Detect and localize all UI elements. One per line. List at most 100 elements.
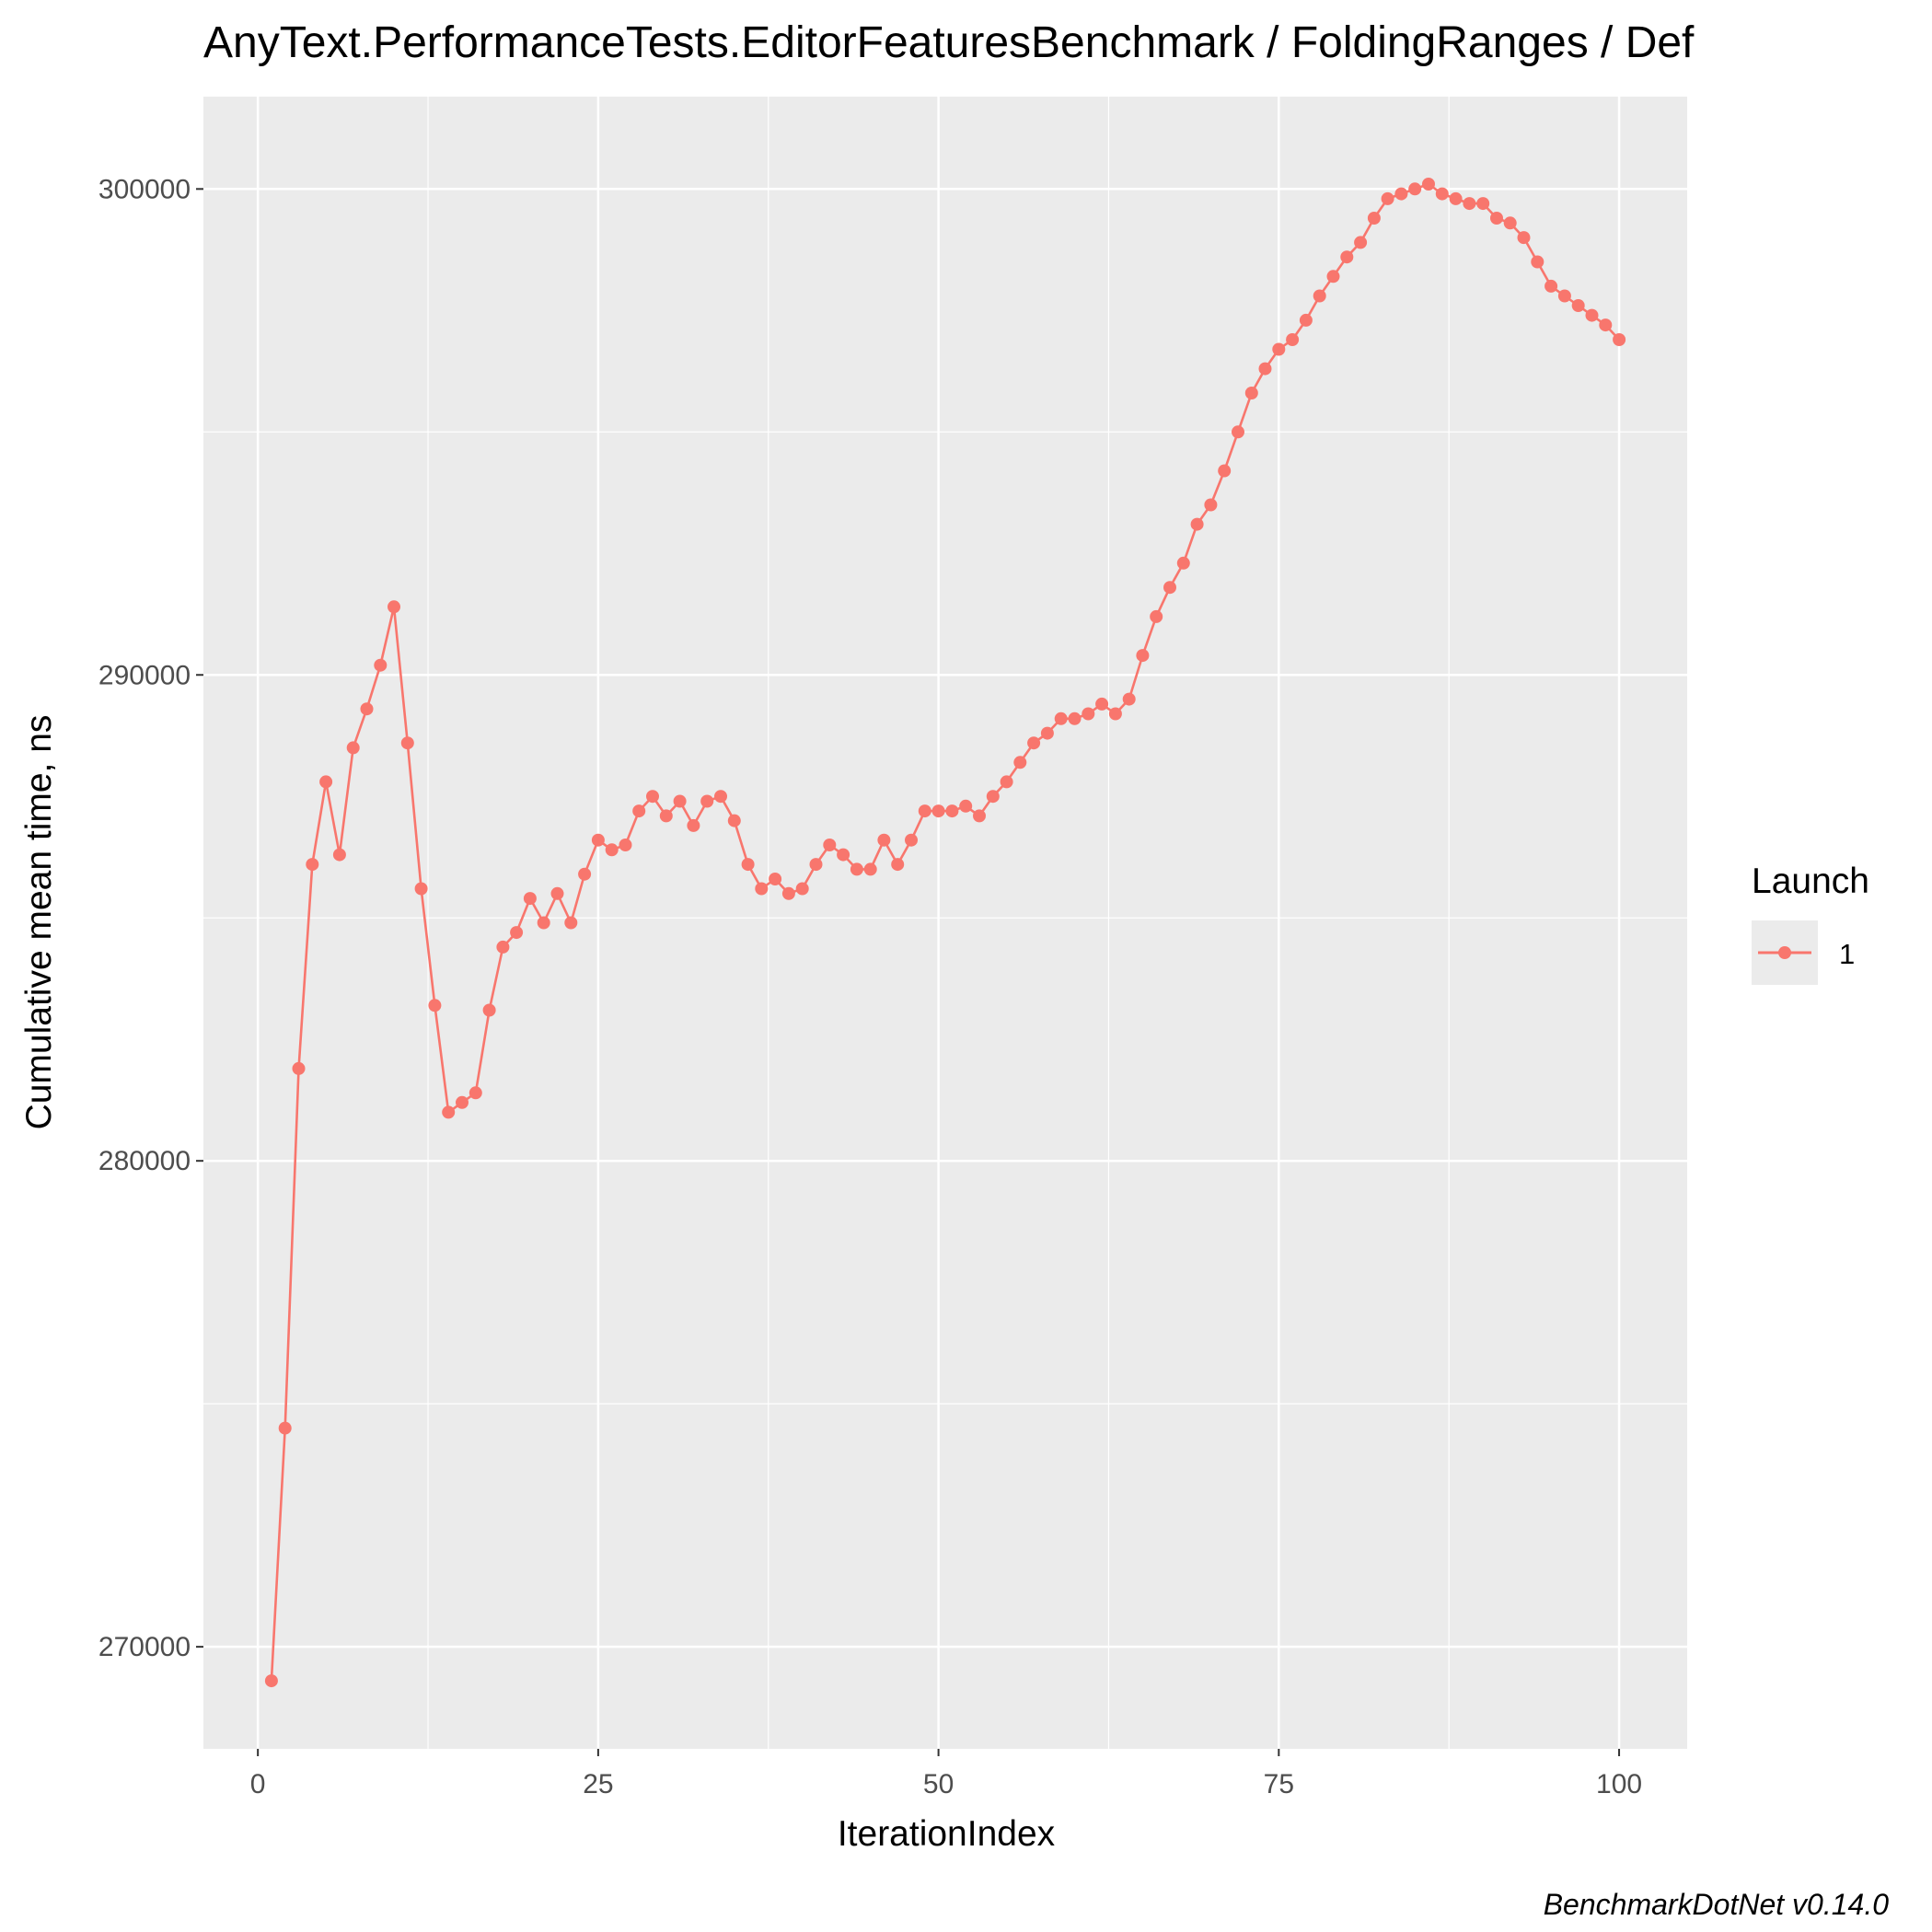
tick-labels: 0 25 50 75 100 270000 280000 290000 300000 — [98, 174, 1642, 1799]
data-point — [700, 794, 714, 808]
data-point — [400, 736, 414, 750]
data-point — [1040, 726, 1054, 740]
data-point — [1095, 697, 1109, 711]
data-point — [1244, 387, 1258, 399]
data-point — [442, 1105, 456, 1119]
chart-title: AnyText.PerformanceTests.EditorFeaturesB… — [203, 18, 1695, 67]
data-point — [523, 892, 537, 906]
data-point — [578, 867, 592, 881]
series-line — [270, 182, 1621, 1682]
x-tick-label: 75 — [1264, 1769, 1294, 1799]
data-point — [1367, 212, 1381, 225]
data-point — [1490, 212, 1503, 225]
data-point — [278, 1421, 292, 1435]
data-point — [605, 843, 619, 857]
data-point — [388, 600, 400, 614]
data-point — [1340, 250, 1354, 264]
data-point — [482, 1003, 496, 1017]
data-point — [264, 1674, 278, 1688]
data-point — [1585, 308, 1599, 322]
data-point — [360, 702, 374, 716]
data-point — [632, 804, 646, 818]
data-point — [306, 858, 319, 872]
data-point — [755, 882, 769, 896]
data-point — [374, 658, 388, 672]
data-point — [1299, 313, 1313, 327]
data-point — [1082, 707, 1095, 721]
data-point — [1163, 581, 1176, 595]
data-point — [931, 804, 945, 818]
data-point — [1381, 191, 1394, 205]
data-point — [1272, 342, 1286, 356]
major-gridlines — [203, 97, 1687, 1749]
data-point — [1599, 318, 1613, 332]
data-point — [1054, 711, 1068, 725]
data-point — [1286, 333, 1300, 346]
y-axis-title: Cumulative mean time, ns — [19, 715, 59, 1130]
data-point — [1000, 775, 1013, 789]
minor-gridlines — [203, 97, 1687, 1749]
x-tick-label: 25 — [583, 1769, 613, 1799]
data-point — [332, 848, 346, 862]
data-point — [537, 916, 550, 930]
data-point — [918, 804, 931, 818]
data-point — [1150, 609, 1163, 623]
data-point — [1136, 649, 1150, 663]
data-point — [1068, 711, 1082, 725]
data-point — [795, 882, 809, 896]
data-point — [959, 799, 973, 813]
data-point — [1463, 197, 1476, 211]
data-point — [781, 886, 795, 900]
plot-panel — [203, 97, 1687, 1749]
data-point — [659, 809, 673, 823]
data-point — [837, 848, 850, 862]
x-tick-label: 0 — [250, 1769, 266, 1799]
data-point — [687, 818, 700, 832]
data-point — [1027, 736, 1041, 750]
y-tick-label: 270000 — [98, 1632, 191, 1662]
data-point — [319, 775, 333, 789]
data-point — [1408, 182, 1422, 196]
data-point — [741, 858, 755, 872]
data-point — [1176, 556, 1190, 570]
data-point — [1557, 289, 1571, 303]
data-point — [1435, 187, 1449, 201]
data-point — [905, 833, 918, 847]
data-point — [1326, 270, 1340, 283]
legend-label: 1 — [1839, 938, 1855, 970]
data-point — [863, 862, 877, 876]
data-point — [496, 940, 510, 954]
data-point — [1204, 498, 1218, 512]
data-point — [823, 839, 837, 851]
data-point — [414, 882, 428, 896]
legend-key-point — [1778, 946, 1791, 959]
data-point — [1108, 707, 1122, 721]
x-tick-label: 50 — [923, 1769, 954, 1799]
data-point — [809, 858, 823, 872]
data-point — [591, 833, 605, 847]
data-point — [1571, 299, 1585, 312]
data-point — [346, 741, 360, 755]
data-point — [850, 862, 863, 876]
data-point — [1258, 362, 1272, 376]
data-point — [714, 790, 727, 804]
data-point — [877, 833, 891, 847]
y-tick-label: 300000 — [98, 174, 191, 204]
data-point — [986, 790, 1000, 804]
data-point — [619, 839, 632, 851]
data-point — [1354, 236, 1368, 249]
data-point — [891, 858, 905, 872]
data-point — [564, 916, 578, 930]
data-point — [1218, 464, 1232, 478]
data-point — [292, 1061, 306, 1075]
data-point — [428, 999, 442, 1012]
data-point — [1449, 191, 1463, 205]
data-point — [673, 794, 687, 808]
x-axis-title: IterationIndex — [838, 1814, 1056, 1854]
data-point — [456, 1095, 469, 1109]
data-point — [1394, 187, 1408, 201]
data-point — [973, 809, 986, 823]
data-point — [1613, 333, 1626, 346]
data-point — [1531, 255, 1544, 269]
